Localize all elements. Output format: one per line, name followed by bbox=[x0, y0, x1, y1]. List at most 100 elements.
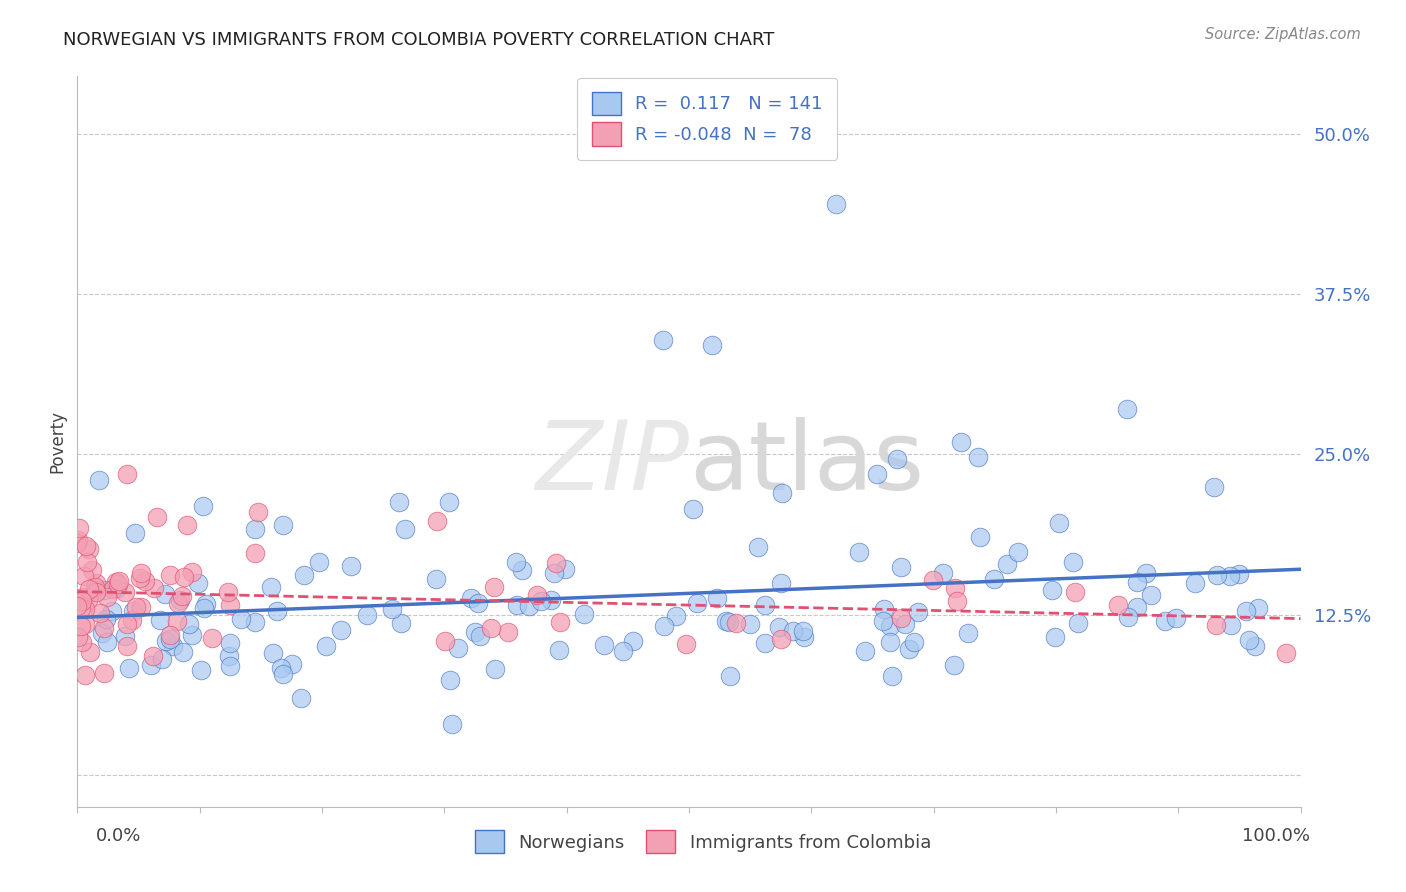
Point bbox=[76, 555, 98, 569]
Point bbox=[505, 555, 527, 569]
Point bbox=[540, 592, 562, 607]
Point bbox=[281, 657, 304, 672]
Point bbox=[612, 644, 634, 658]
Point bbox=[754, 598, 776, 612]
Point bbox=[142, 648, 165, 663]
Point bbox=[621, 633, 644, 648]
Point bbox=[94, 611, 117, 625]
Point bbox=[70, 600, 93, 615]
Point bbox=[159, 568, 181, 582]
Point bbox=[932, 566, 955, 580]
Point bbox=[546, 556, 568, 570]
Point bbox=[1116, 610, 1139, 624]
Point bbox=[73, 569, 96, 583]
Point bbox=[217, 585, 239, 599]
Point bbox=[260, 581, 283, 595]
Point bbox=[717, 615, 740, 630]
Point bbox=[1219, 569, 1241, 583]
Point bbox=[173, 570, 195, 584]
Point bbox=[768, 620, 790, 634]
Point bbox=[96, 635, 118, 649]
Point bbox=[262, 647, 284, 661]
Point bbox=[945, 594, 967, 608]
Point bbox=[180, 565, 202, 579]
Point bbox=[75, 539, 97, 553]
Point bbox=[543, 566, 565, 581]
Point bbox=[848, 545, 870, 559]
Text: 0.0%: 0.0% bbox=[96, 827, 141, 845]
Point bbox=[1164, 610, 1187, 624]
Point bbox=[769, 632, 792, 647]
Point bbox=[651, 333, 673, 347]
Point bbox=[66, 599, 89, 614]
Point bbox=[84, 580, 107, 594]
Point bbox=[1067, 616, 1090, 631]
Point bbox=[159, 628, 181, 642]
Point bbox=[872, 614, 894, 628]
Point bbox=[724, 615, 747, 630]
Point bbox=[714, 614, 737, 628]
Point bbox=[86, 582, 108, 597]
Point bbox=[162, 640, 184, 654]
Point bbox=[554, 562, 576, 576]
Point bbox=[966, 450, 988, 464]
Point bbox=[441, 717, 464, 731]
Point bbox=[381, 602, 404, 616]
Point bbox=[907, 605, 929, 619]
Point bbox=[187, 576, 209, 591]
Point bbox=[526, 588, 548, 602]
Point bbox=[464, 624, 486, 639]
Point bbox=[243, 522, 266, 536]
Point bbox=[122, 604, 145, 618]
Point bbox=[129, 599, 152, 614]
Point bbox=[72, 634, 94, 648]
Point bbox=[770, 486, 793, 500]
Point bbox=[117, 617, 139, 632]
Point bbox=[434, 633, 457, 648]
Point bbox=[329, 623, 352, 637]
Point bbox=[510, 563, 533, 577]
Point bbox=[117, 639, 139, 653]
Point bbox=[447, 641, 470, 656]
Point bbox=[1244, 639, 1267, 653]
Point bbox=[903, 634, 925, 648]
Point bbox=[194, 597, 217, 611]
Point bbox=[77, 593, 100, 607]
Point bbox=[484, 580, 506, 594]
Point bbox=[114, 585, 136, 599]
Point bbox=[82, 563, 104, 577]
Point bbox=[995, 557, 1018, 571]
Point bbox=[70, 594, 93, 608]
Point bbox=[389, 615, 412, 630]
Point bbox=[166, 597, 188, 611]
Point bbox=[792, 624, 814, 639]
Point bbox=[479, 621, 502, 635]
Point bbox=[72, 590, 94, 604]
Point bbox=[70, 618, 93, 632]
Point bbox=[1126, 600, 1149, 615]
Point bbox=[1229, 566, 1251, 581]
Point bbox=[983, 572, 1005, 586]
Point bbox=[942, 658, 965, 673]
Point bbox=[890, 560, 912, 574]
Point bbox=[105, 574, 128, 589]
Point bbox=[467, 595, 489, 609]
Point bbox=[271, 666, 294, 681]
Point bbox=[886, 452, 908, 467]
Point bbox=[853, 644, 876, 658]
Point bbox=[426, 514, 449, 528]
Point bbox=[101, 604, 124, 618]
Point bbox=[519, 599, 541, 613]
Point bbox=[652, 618, 675, 632]
Point bbox=[150, 652, 173, 666]
Point bbox=[1154, 614, 1177, 628]
Point bbox=[439, 673, 461, 687]
Point bbox=[1237, 633, 1260, 648]
Point bbox=[166, 614, 188, 628]
Point bbox=[87, 473, 110, 487]
Point bbox=[769, 576, 792, 591]
Point bbox=[782, 624, 804, 639]
Point bbox=[1202, 480, 1225, 494]
Point bbox=[125, 599, 148, 614]
Point bbox=[1140, 588, 1163, 602]
